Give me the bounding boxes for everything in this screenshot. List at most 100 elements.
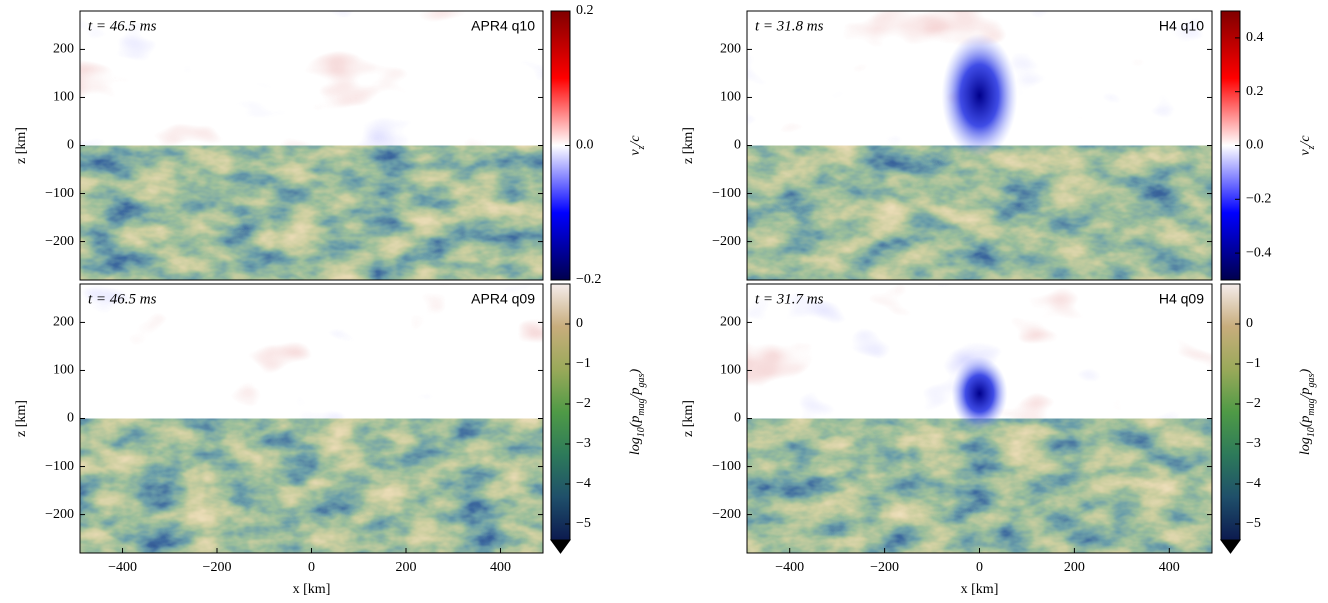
y-tick-label: −200	[712, 507, 741, 522]
colorbar-label-part: gas	[636, 373, 647, 387]
colorbar-tick-label: 0.2	[576, 3, 594, 18]
x-axis-label: x [km]	[293, 582, 331, 597]
y-axis-label: z [km]	[14, 400, 29, 437]
y-tick-label: 0	[734, 411, 741, 426]
colorbar-label-part: log	[1298, 437, 1313, 455]
colorbar-label-part: v	[1298, 149, 1313, 156]
colorbar-tick-label: −1	[1246, 356, 1261, 371]
colorbar-label-part: 10	[636, 427, 647, 437]
colorbar-tick-label: 0	[576, 316, 583, 331]
heatmap	[80, 11, 543, 280]
y-tick-label: 100	[720, 90, 741, 105]
colorbar	[550, 283, 571, 541]
model-label: H4 q09	[1159, 291, 1204, 307]
x-tick-label: 200	[1064, 560, 1085, 575]
colorbar-tick-label: 0	[1246, 316, 1253, 331]
y-axis-label: z [km]	[681, 127, 696, 164]
colorbar-tick-label: −1	[576, 356, 591, 371]
y-tick-label: 0	[67, 138, 74, 153]
y-tick-label: 200	[53, 42, 74, 57]
y-tick-label: −200	[45, 234, 74, 249]
colorbar-extend	[550, 539, 571, 554]
colorbar-label-part: /p	[1298, 387, 1313, 399]
colorbar-label-part: /p	[628, 387, 643, 399]
y-tick-label: −100	[712, 186, 741, 201]
panel: t = 46.5 ms APR4 q10 −200 −100 0 100 200 z [km]…	[14, 3, 647, 287]
model-label: H4 q10	[1159, 18, 1204, 34]
jet	[941, 33, 1018, 158]
y-tick-label: 200	[53, 315, 74, 330]
y-tick-label: 0	[67, 411, 74, 426]
colorbar-tick-label: −0.2	[1246, 192, 1271, 207]
x-tick-label: −200	[870, 560, 899, 575]
x-tick-label: −400	[108, 560, 137, 575]
y-axis-label: z [km]	[14, 127, 29, 164]
magnetization-field	[747, 145, 1212, 280]
time-label: t = 31.7 ms	[755, 291, 824, 307]
heatmap	[747, 11, 1212, 280]
x-tick-label: −200	[203, 560, 232, 575]
x-tick-label: 0	[308, 560, 315, 575]
magnetization-field	[80, 418, 543, 553]
colorbar-tick-label: 0.2	[1246, 84, 1264, 99]
model-label: APR4 q10	[471, 18, 535, 34]
colorbar-label-part: /c	[628, 135, 643, 147]
heatmap	[747, 284, 1212, 553]
time-label: t = 46.5 ms	[88, 291, 157, 307]
x-tick-label: 400	[1159, 560, 1180, 575]
colorbar-label-part: z	[1306, 145, 1317, 150]
colorbar-extend	[1220, 539, 1241, 554]
model-label: APR4 q09	[471, 291, 535, 307]
x-tick-label: 0	[976, 560, 983, 575]
colorbar-tick-label: −4	[1246, 476, 1261, 491]
x-tick-label: −400	[775, 560, 804, 575]
y-tick-label: 0	[734, 138, 741, 153]
y-tick-label: 200	[720, 315, 741, 330]
panel: t = 31.7 ms H4 q09 −200 −1 0 0 0 100 200 z [km] −4…	[681, 283, 1317, 597]
colorbar-label-part: mag	[1306, 398, 1317, 415]
y-tick-label: 100	[720, 363, 741, 378]
colorbar-label-part: v	[628, 149, 643, 156]
colorbar-label-part: (p	[1298, 416, 1313, 428]
y-tick-label: 200	[720, 42, 741, 57]
x-axis-label: x [km]	[961, 582, 999, 597]
colorbar-tick-label: 0.0	[1246, 138, 1264, 153]
colorbar-tick-label: −0.4	[1246, 245, 1271, 260]
x-tick-label: 400	[490, 560, 511, 575]
colorbar-tick-label: −4	[576, 476, 591, 491]
colorbar-tick-label: −2	[576, 396, 591, 411]
colorbar-tick-label: −0.2	[576, 272, 601, 287]
colorbar-label-part: /c	[1298, 135, 1313, 147]
y-axis-label: z [km]	[681, 400, 696, 437]
colorbar-label-part: mag	[636, 398, 647, 415]
y-tick-label: 100	[53, 90, 74, 105]
time-label: t = 31.8 ms	[755, 18, 824, 34]
y-tick-label: −100	[45, 186, 74, 201]
y-tick-label: 100	[53, 363, 74, 378]
x-tick-label: 200	[395, 560, 416, 575]
y-tick-label: −100	[45, 459, 74, 474]
colorbar-label: vz/c	[1298, 135, 1317, 156]
heatmap	[80, 284, 543, 553]
colorbar-label-part: )	[1298, 369, 1313, 375]
velocity-field	[80, 11, 543, 146]
colorbar-label-part: z	[636, 145, 647, 150]
colorbar-tick-label: −3	[1246, 436, 1261, 451]
panel: t = 31.8 ms H4 q10 −200 −100 0 100 200 z [km] −0…	[681, 10, 1317, 281]
jet	[951, 356, 1008, 431]
colorbar-tick-label: −5	[576, 516, 591, 531]
velocity-field	[80, 284, 543, 419]
magnetization-field	[747, 418, 1212, 553]
colorbar-tick-label: −2	[1246, 396, 1261, 411]
colorbar-label: log10(pmag/pgas)	[628, 369, 647, 456]
colorbar	[1220, 283, 1241, 541]
colorbar-tick-label: −3	[576, 436, 591, 451]
colorbar-label-part: log	[628, 437, 643, 455]
colorbar-label: vz/c	[628, 135, 647, 156]
colorbar-tick-label: 0.4	[1246, 30, 1264, 45]
colorbar-label-part: (p	[628, 416, 643, 428]
colorbar-tick-label: −5	[1246, 516, 1261, 531]
y-tick-label: −200	[712, 234, 741, 249]
